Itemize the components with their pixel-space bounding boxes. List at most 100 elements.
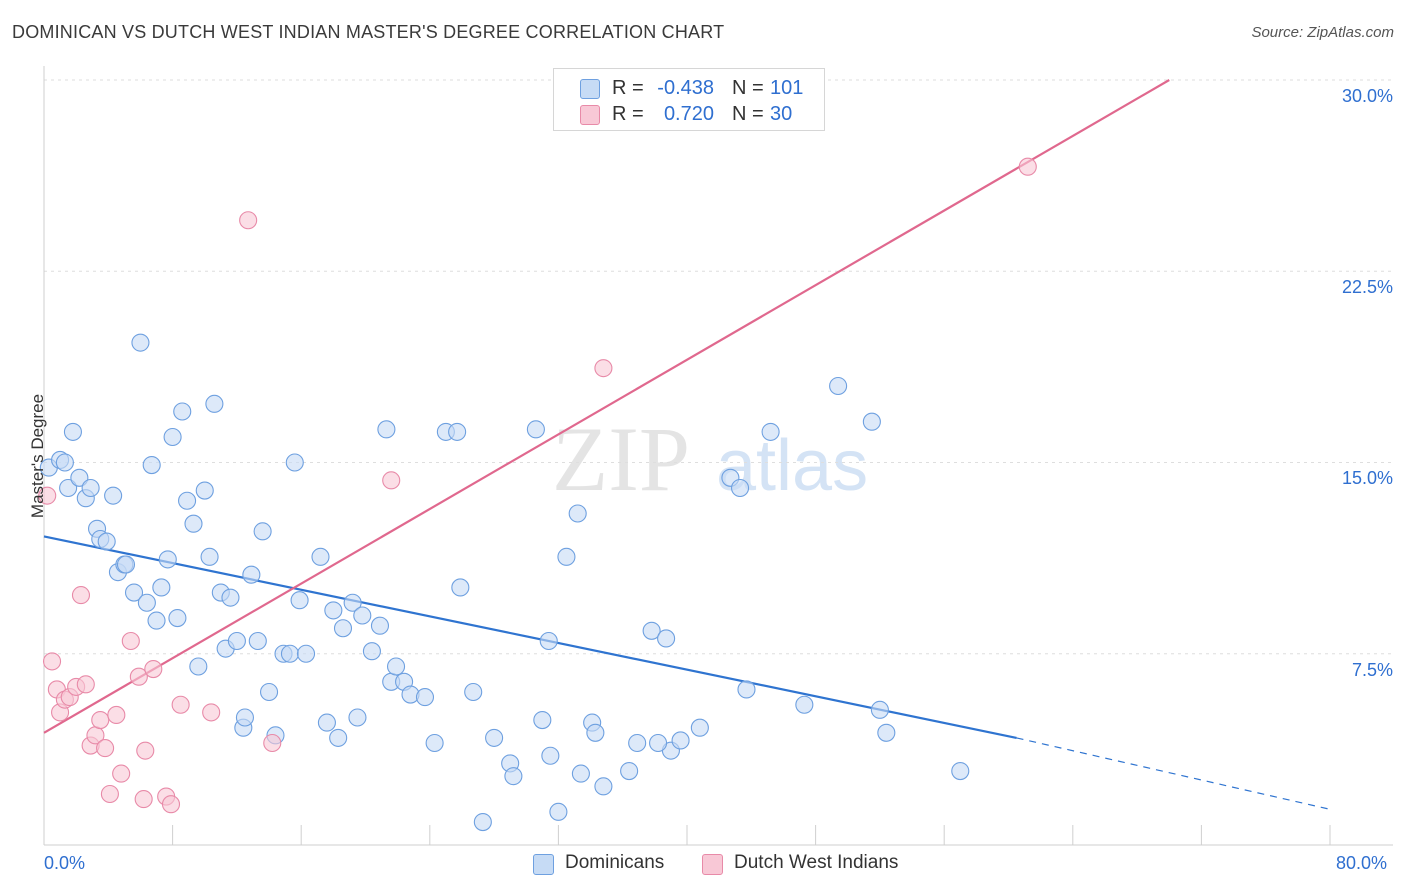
point-dominicans xyxy=(173,402,192,421)
legend-swatch-dominicans xyxy=(533,854,554,875)
point-dominicans xyxy=(63,422,82,441)
point-dominicans xyxy=(504,767,523,786)
point-dutch-west-indians xyxy=(202,703,221,722)
point-dominicans xyxy=(311,547,330,566)
point-dominicans xyxy=(533,710,552,730)
point-dominicans xyxy=(620,761,639,781)
r-value: -0.438 xyxy=(657,77,714,99)
point-dominicans xyxy=(184,514,203,533)
point-dominicans xyxy=(137,593,156,612)
chart-title: DOMINICAN VS DUTCH WEST INDIAN MASTER'S … xyxy=(12,22,725,42)
point-dominicans xyxy=(97,532,116,551)
point-dominicans xyxy=(142,455,161,475)
correlation-legend: R = -0.438 N = 101 R = 0.720 N = 30 xyxy=(553,68,825,131)
watermark: ZIP atlas xyxy=(552,408,868,510)
point-dominicans xyxy=(158,550,177,569)
n-value: 101 xyxy=(770,77,804,99)
point-dutch-west-indians xyxy=(136,741,155,760)
point-dutch-west-indians xyxy=(263,733,282,753)
source-credit: Source: ZipAtlas.com xyxy=(1251,24,1394,41)
r-label: R = xyxy=(612,77,644,99)
point-dutch-west-indians xyxy=(129,667,148,686)
point-dominicans xyxy=(329,728,348,747)
point-dominicans xyxy=(259,682,279,702)
point-dominicans xyxy=(549,802,568,821)
trend-lines xyxy=(43,79,1331,810)
trend-line-dominicans xyxy=(43,535,1017,739)
point-dominicans xyxy=(221,588,240,607)
n-label: N = xyxy=(732,77,764,99)
point-dutch-west-indians xyxy=(96,739,115,758)
n-label: N = xyxy=(732,103,764,125)
point-dominicans xyxy=(737,680,756,699)
point-dutch-west-indians xyxy=(239,211,258,230)
point-dominicans xyxy=(178,491,197,510)
point-dominicans xyxy=(324,601,343,620)
point-dominicans xyxy=(795,695,814,714)
point-dominicans xyxy=(877,723,896,742)
point-dominicans xyxy=(649,733,668,753)
point-dutch-west-indians xyxy=(1018,157,1037,176)
point-dominicans xyxy=(586,723,605,742)
point-dominicans xyxy=(189,657,208,676)
x-tick-label-min: 0.0% xyxy=(44,853,86,873)
point-dominicans xyxy=(55,453,74,472)
point-dominicans xyxy=(353,606,372,625)
point-dominicans xyxy=(377,420,396,439)
point-dominicans xyxy=(227,631,246,651)
point-dominicans xyxy=(235,708,254,727)
point-dutch-west-indians xyxy=(107,705,126,725)
n-value: 30 xyxy=(770,103,793,125)
y-tick-label: 15.0% xyxy=(1341,468,1393,488)
point-dominicans xyxy=(163,427,182,447)
point-dominicans xyxy=(557,547,576,566)
point-dominicans xyxy=(671,731,690,750)
point-dominicans xyxy=(448,422,467,441)
y-tick-label: 22.5% xyxy=(1341,277,1393,297)
r-label: R = xyxy=(612,103,644,125)
point-dutch-west-indians xyxy=(171,695,190,714)
point-dominicans xyxy=(690,718,709,737)
point-dutch-west-indians xyxy=(91,710,110,730)
point-dutch-west-indians xyxy=(382,471,401,490)
point-dominicans xyxy=(829,376,848,396)
point-dominicans xyxy=(370,616,390,635)
point-dominicans xyxy=(343,593,362,612)
y-axis-label: Master's Degree xyxy=(28,393,47,519)
point-dominicans xyxy=(415,688,435,707)
x-tick-label-max: 80.0% xyxy=(1336,853,1388,873)
point-dominicans xyxy=(333,619,353,638)
point-dominicans xyxy=(362,642,381,661)
point-dominicans xyxy=(730,478,750,498)
point-dutch-west-indians xyxy=(71,586,91,605)
point-dominicans xyxy=(205,394,224,413)
data-points xyxy=(38,157,1037,832)
point-dominicans xyxy=(642,621,661,640)
point-dominicans xyxy=(124,583,144,602)
point-dominicans xyxy=(200,547,219,566)
point-dutch-west-indians xyxy=(100,784,119,804)
point-dutch-west-indians xyxy=(161,795,181,814)
point-dutch-west-indians xyxy=(38,486,57,505)
point-dominicans xyxy=(81,478,100,498)
point-dutch-west-indians xyxy=(42,652,62,671)
point-dominicans xyxy=(248,631,267,651)
point-dominicans xyxy=(285,453,304,472)
point-dominicans xyxy=(594,777,613,796)
point-dominicans xyxy=(280,644,299,663)
point-dutch-west-indians xyxy=(121,631,140,651)
point-dominicans xyxy=(348,708,367,727)
point-dominicans xyxy=(870,700,889,719)
trend-extension-dominicans xyxy=(1016,737,1331,810)
axes xyxy=(43,66,1393,846)
point-dominicans xyxy=(116,555,136,574)
y-tick-label: 7.5% xyxy=(1351,660,1393,680)
point-dominicans xyxy=(152,578,171,597)
point-dominicans xyxy=(541,746,560,765)
point-dominicans xyxy=(131,333,150,352)
point-dutch-west-indians xyxy=(112,764,131,783)
point-dutch-west-indians xyxy=(76,675,95,694)
point-dominicans xyxy=(195,481,214,500)
point-dominicans xyxy=(386,657,406,676)
